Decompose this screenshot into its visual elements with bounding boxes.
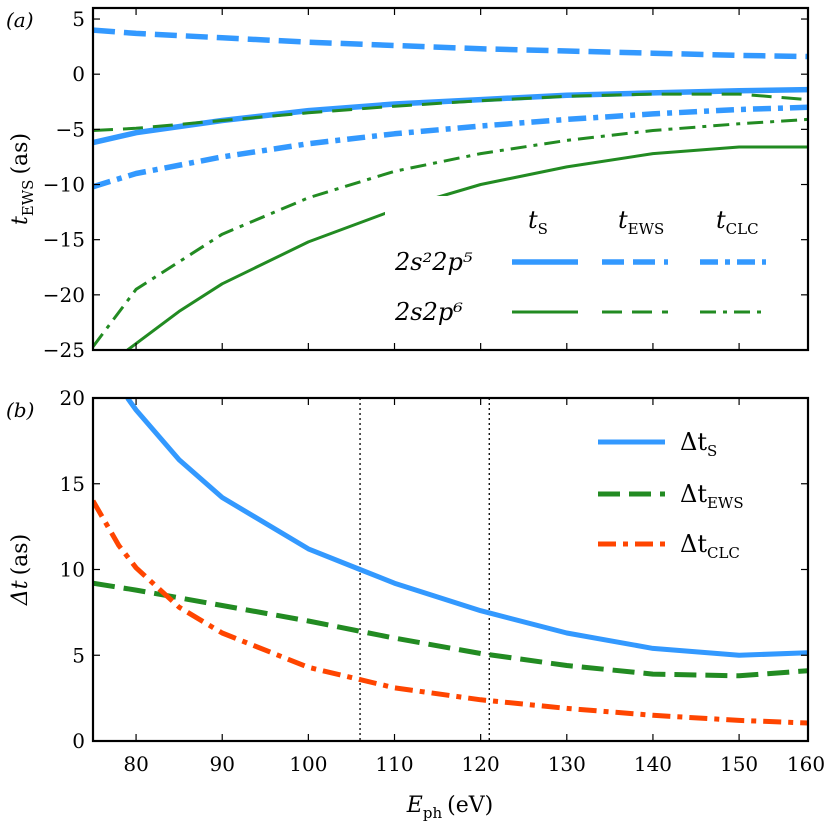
legend-label-sub: S	[707, 442, 717, 460]
x-tick-label: 90	[209, 752, 234, 776]
x-tick-label: 160	[787, 752, 825, 776]
y-axis-label-unit: (as)	[8, 534, 33, 576]
legend-label-main: Δt	[680, 480, 707, 508]
legend-column-header-0-main: t	[528, 206, 538, 234]
x-tick-label: 80	[123, 752, 148, 776]
legend-label-0: ΔtS	[680, 428, 717, 460]
series-line-2	[93, 499, 808, 726]
x-axis-label-unit: (eV)	[447, 793, 493, 818]
x-axis-label-sub: ph	[423, 804, 443, 822]
y-tick-label: −25	[43, 338, 85, 362]
panel-b-axes: 20 15 10 5 0 80 90 100 110 120 130 140 150 160 (b) Δt (a…	[6, 386, 825, 822]
series-line-1	[93, 580, 808, 679]
y-tick-label: −15	[43, 228, 85, 252]
legend-label-1: ΔtEWS	[680, 480, 744, 512]
y-axis-label: tEWS (as)	[8, 133, 37, 225]
panel-label: (a)	[6, 8, 34, 32]
series-line-2	[93, 104, 808, 190]
panel-a-axes: 50−5−10−15−20−25(a)tEWS(as)	[6, 6, 810, 362]
y-tick-label: 0	[72, 729, 85, 753]
legend-column-header-2: tCLC	[716, 206, 759, 238]
x-axis-label-main: E	[406, 793, 423, 818]
y-tick-label: 20	[60, 386, 85, 410]
legend-label-main: Δt	[680, 530, 707, 558]
panel-b-series	[93, 398, 808, 726]
y-tick-label: 5	[72, 643, 85, 667]
legend-column-header-1: tEWS	[618, 206, 664, 238]
y-tick-label: 0	[72, 62, 85, 86]
legend-row-label-0: 2s²2p⁵	[394, 248, 473, 276]
y-tick-label: −20	[43, 283, 85, 307]
y-axis-label: Δt (as)	[8, 534, 33, 606]
series-line-4	[93, 92, 808, 132]
x-tick-label: 130	[548, 752, 586, 776]
legend-row-label-1: 2s2p⁶	[394, 298, 463, 326]
legend-label-2: ΔtCLC	[680, 530, 740, 562]
legend-column-header-1-sub: EWS	[628, 220, 665, 238]
series-line-1	[93, 27, 808, 60]
y-tick-label: −10	[43, 173, 85, 197]
legend-column-header-1-main: t	[618, 206, 628, 234]
legend-column-header-2-main: t	[716, 206, 726, 234]
series-line-0	[93, 86, 808, 146]
y-axis-label-main: t	[8, 216, 33, 225]
x-tick-label: 120	[462, 752, 500, 776]
y-axis-label-unit: (as)	[8, 133, 33, 175]
y-tick-label: 15	[60, 472, 85, 496]
legend-label-sub: EWS	[707, 494, 744, 512]
legend-column-header-0: tS	[528, 206, 548, 238]
series-line-0	[125, 398, 808, 658]
legend-label-main: Δt	[680, 428, 707, 456]
x-tick-label: 100	[289, 752, 327, 776]
x-tick-label: 150	[720, 752, 758, 776]
legend-column-header-0-sub: S	[538, 220, 548, 238]
y-tick-label: −5	[56, 117, 85, 141]
x-tick-label: 110	[375, 752, 413, 776]
plot-frame	[91, 6, 810, 352]
y-axis-label-sub: EWS	[19, 180, 37, 217]
x-tick-label: 140	[634, 752, 672, 776]
y-tick-label: 10	[60, 558, 85, 582]
panel-label: (b)	[6, 398, 34, 422]
legend-label-sub: CLC	[707, 544, 740, 562]
y-axis-label-main: Δt	[8, 580, 33, 606]
legend-column-header-2-sub: CLC	[726, 220, 759, 238]
x-axis-label: Eph (eV)	[406, 793, 493, 822]
y-tick-label: 5	[72, 7, 85, 31]
